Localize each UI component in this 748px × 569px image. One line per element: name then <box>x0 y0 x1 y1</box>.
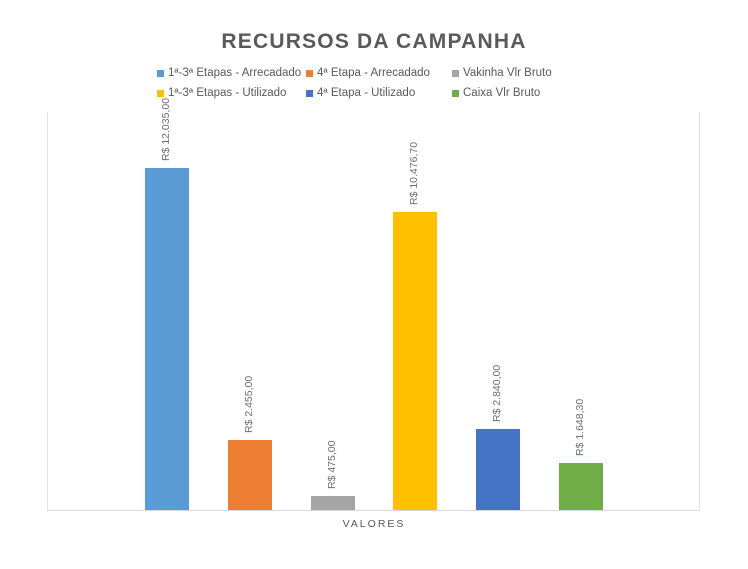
data-label: R$ 10.476,70 <box>408 142 420 206</box>
plot-border-right <box>699 112 700 510</box>
legend-item[interactable]: 4ª Etapa - Arrecadado <box>306 66 430 80</box>
legend-label: 4ª Etapa - Arrecadado <box>317 67 430 79</box>
bar[interactable] <box>476 429 520 510</box>
legend-swatch-icon <box>306 89 313 97</box>
bar[interactable] <box>311 496 355 510</box>
data-label: R$ 12.035,00 <box>160 97 172 161</box>
legend-swatch-icon <box>157 89 164 97</box>
legend-label: Vakinha Vlr Bruto <box>463 67 552 79</box>
legend-item[interactable]: Caixa Vlr Bruto <box>452 86 540 100</box>
legend-swatch-icon <box>157 69 164 77</box>
x-axis-line <box>47 510 700 511</box>
legend-label: 4ª Etapa - Utilizado <box>317 87 416 99</box>
legend-label: 1ª-3ª Etapas - Arrecadado <box>168 67 302 79</box>
legend-swatch-icon <box>306 69 313 77</box>
legend-swatch-icon <box>452 69 459 77</box>
bar[interactable] <box>559 463 603 510</box>
legend-item[interactable]: 1ª-3ª Etapas - Arrecadado <box>157 66 301 80</box>
legend-label: 1ª-3ª Etapas - Utilizado <box>168 87 287 99</box>
legend-item[interactable]: Vakinha Vlr Bruto <box>452 66 552 80</box>
data-label: R$ 2.840,00 <box>491 365 503 423</box>
bar[interactable] <box>393 212 437 510</box>
legend-label: Caixa Vlr Bruto <box>463 87 541 99</box>
bar[interactable] <box>228 440 272 510</box>
bar[interactable] <box>145 167 189 510</box>
x-axis-title: VALORES <box>342 518 406 530</box>
chart-title: RECURSOS DA CAMPANHA <box>221 30 527 53</box>
legend-item[interactable]: 1ª-3ª Etapas - Utilizado <box>157 86 286 100</box>
data-label: R$ 1.648,30 <box>574 398 586 457</box>
legend-item[interactable]: 4ª Etapa - Utilizado <box>306 86 415 100</box>
data-label: R$ 2.455,00 <box>243 375 255 434</box>
legend-swatch-icon <box>452 89 459 97</box>
data-label: R$ 475,00 <box>326 441 338 490</box>
plot-border-left <box>47 112 48 510</box>
